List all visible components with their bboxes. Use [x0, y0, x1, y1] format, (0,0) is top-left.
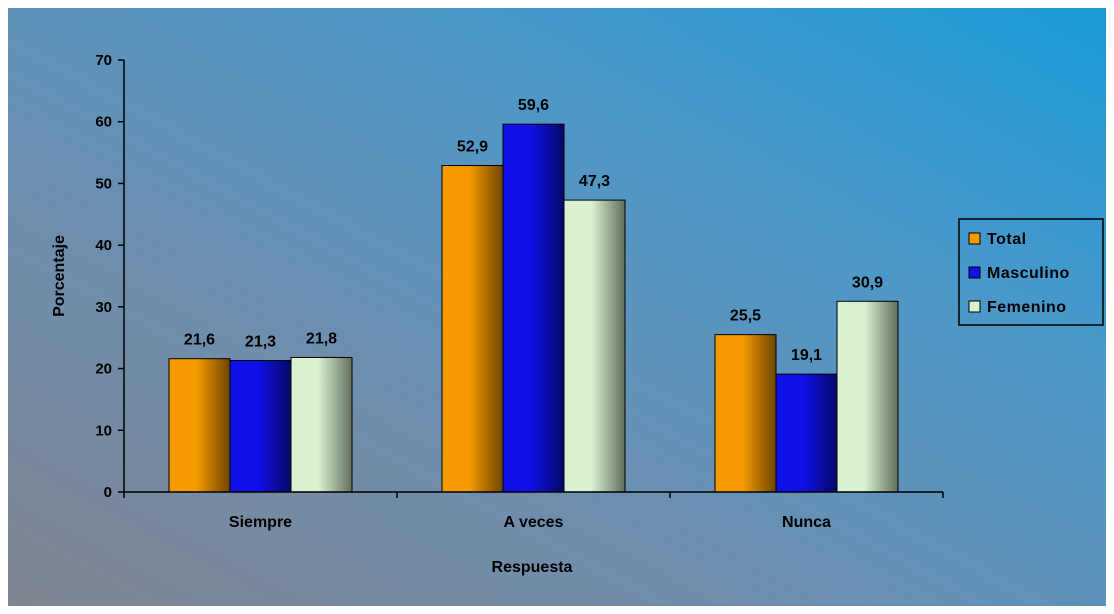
data-label: 21,6 [184, 332, 215, 349]
bar-siempre-masculino [229, 360, 292, 493]
bar-nunca-masculino [775, 373, 838, 493]
x-axis-title: Respuesta [492, 559, 573, 576]
y-tick-label: 10 [95, 422, 112, 439]
legend-swatch-total [968, 232, 981, 245]
y-tick-label: 0 [104, 484, 112, 501]
bar-a-veces-femenino [563, 199, 626, 493]
bar-siempre-femenino [290, 356, 353, 493]
y-axis-title: Porcentaje [51, 235, 68, 317]
x-tick-label: A veces [504, 514, 564, 531]
legend: Total Masculino Femenino [958, 218, 1104, 326]
data-label: 52,9 [457, 139, 488, 156]
legend-swatch-femenino [968, 300, 981, 313]
y-tick-label: 40 [95, 237, 112, 254]
bar-a-veces-masculino [502, 123, 565, 493]
legend-box [958, 218, 1104, 326]
data-label: 19,1 [791, 347, 822, 364]
y-tick-label: 70 [95, 52, 112, 69]
bar-nunca-femenino [836, 300, 899, 493]
bars-group [168, 123, 899, 493]
data-label: 21,3 [245, 334, 276, 351]
bar-siempre-total [168, 358, 231, 493]
y-tick-label: 60 [95, 114, 112, 131]
y-tick-label: 20 [95, 361, 112, 378]
legend-label-masculino: Masculino [987, 265, 1070, 282]
data-label: 21,8 [306, 330, 337, 347]
legend-label-total: Total [987, 231, 1027, 248]
bar-a-veces-total [441, 165, 504, 493]
x-tick-label: Siempre [229, 514, 292, 531]
legend-swatch-masculino [968, 266, 981, 279]
axes-group: 0 10 20 30 40 50 60 70 [95, 52, 944, 501]
y-tick-label: 30 [95, 299, 112, 316]
data-label: 30,9 [852, 274, 883, 291]
labels-group: 21,6 21,3 21,8 Siempre 52,9 59,6 47,3 A veces 25… [184, 97, 883, 531]
bar-nunca-total [714, 334, 777, 493]
data-label: 25,5 [730, 308, 761, 325]
y-tick-label: 50 [95, 175, 112, 192]
data-label: 47,3 [579, 173, 610, 190]
legend-label-femenino: Femenino [987, 299, 1067, 316]
data-label: 59,6 [518, 97, 549, 114]
x-tick-label: Nunca [782, 514, 831, 531]
